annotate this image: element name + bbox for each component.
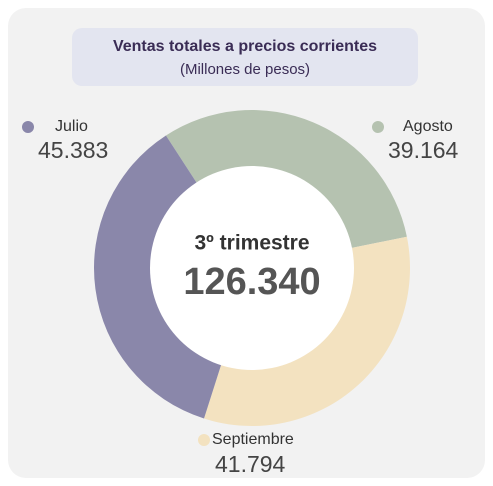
value-label: 39.164 <box>388 137 459 163</box>
chart-title: Ventas totales a precios corrientes <box>113 38 377 55</box>
donut-slice <box>204 236 410 426</box>
legend-dot <box>198 434 210 446</box>
center-title: 3º trimestre <box>194 232 309 255</box>
value-label: 45.383 <box>38 137 108 163</box>
legend-dot <box>22 121 34 133</box>
donut-hole <box>150 166 354 370</box>
legend-dot <box>372 121 384 133</box>
center-value: 126.340 <box>183 261 320 303</box>
legend-label: Julio <box>55 118 88 135</box>
legend-label: Agosto <box>403 118 453 135</box>
donut-slice <box>165 110 407 249</box>
chart-subtitle: (Millones de pesos) <box>180 61 310 78</box>
title-box <box>72 28 418 86</box>
value-label: 41.794 <box>215 451 286 477</box>
legend-label: Septiembre <box>212 431 294 448</box>
